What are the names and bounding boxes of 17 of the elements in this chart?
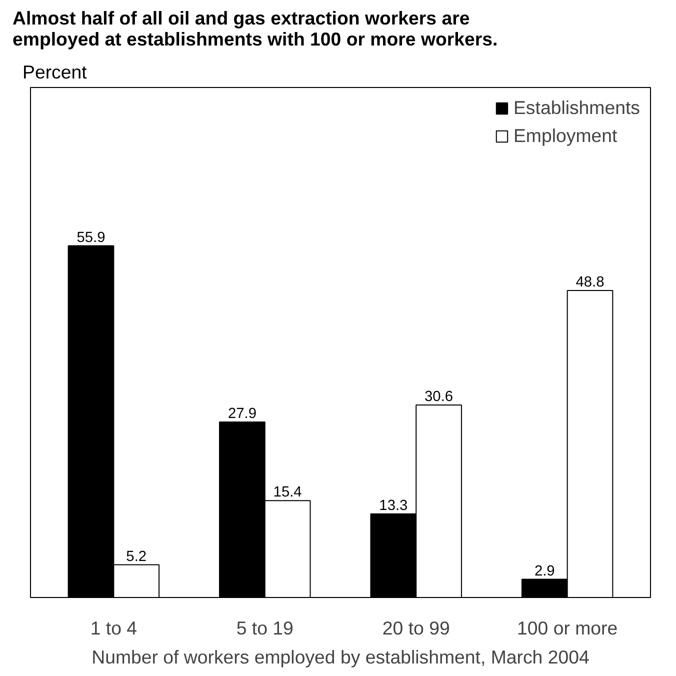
data-label: 13.3 [379, 498, 408, 514]
x-tick-label: 100 or more [517, 618, 618, 638]
legend-label: Establishments [513, 97, 640, 119]
data-label: 55.9 [76, 230, 106, 246]
chart-title: Almost half of all oil and gas extraction workers are employed at establishments with 100 or more workers. [12, 8, 498, 50]
data-label: 2.9 [534, 563, 555, 580]
data-label: 48.8 [576, 274, 604, 290]
x-tick-label: 5 to 19 [236, 618, 294, 638]
data-label: 5.2 [126, 548, 147, 565]
x-axis-title: Number of workers employed by establishment, March 2004 [92, 646, 590, 668]
data-label: 27.9 [228, 406, 256, 422]
data-label: 15.4 [273, 484, 302, 501]
legend-label: Employment [513, 125, 618, 147]
x-tick-label: 20 to 99 [382, 618, 450, 638]
x-tick-label: 1 to 4 [90, 618, 138, 638]
data-label: 30.6 [424, 388, 454, 405]
text: Percent [22, 62, 88, 82]
